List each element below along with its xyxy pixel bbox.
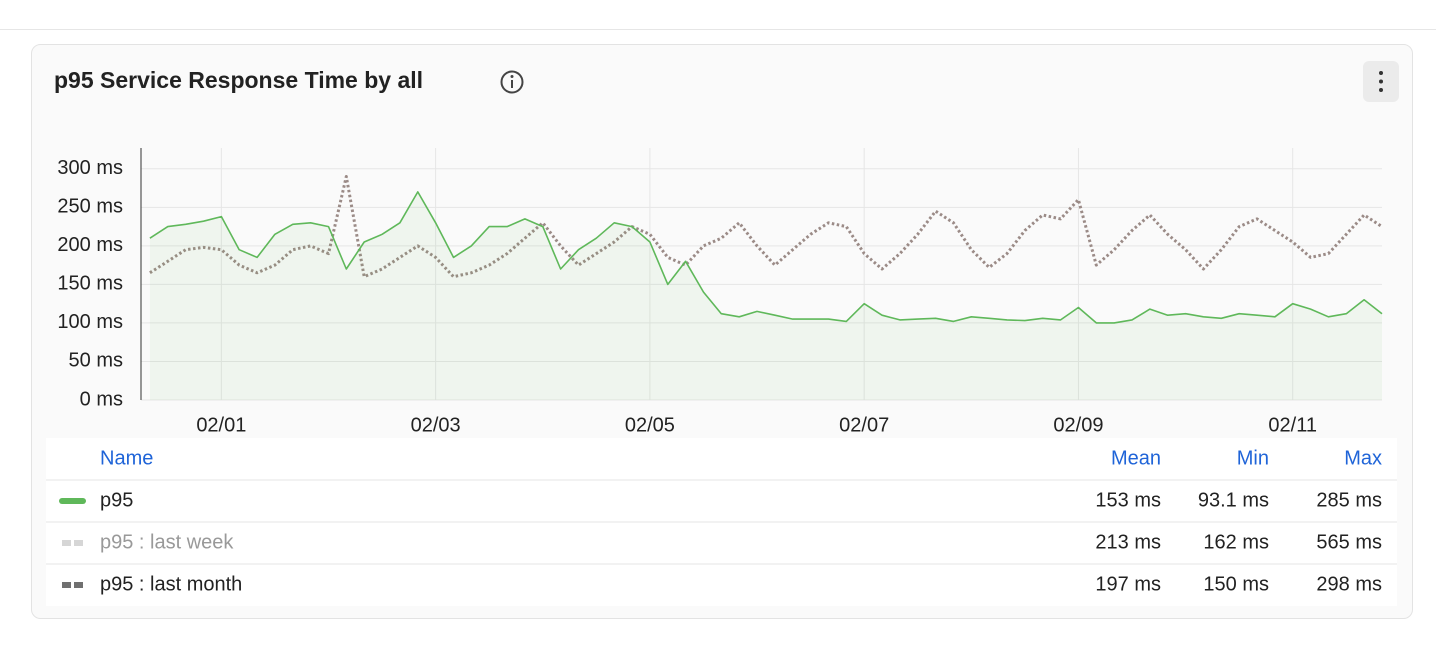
legend-stat: 565 ms bbox=[1316, 531, 1382, 553]
info-icon[interactable] bbox=[500, 70, 524, 94]
legend-name[interactable]: p95 bbox=[100, 489, 133, 511]
y-tick-label: 100 ms bbox=[57, 311, 123, 333]
y-tick-label: 0 ms bbox=[80, 388, 123, 410]
legend-stat: 197 ms bbox=[1095, 573, 1161, 595]
legend-name[interactable]: p95 : last week bbox=[100, 531, 234, 553]
menu-button[interactable] bbox=[1363, 61, 1399, 102]
legend-header[interactable]: Name bbox=[100, 447, 153, 469]
area bbox=[149, 191, 1382, 400]
panel-title: p95 Service Response Time by all bbox=[54, 67, 423, 93]
legend-stat: 298 ms bbox=[1316, 573, 1382, 595]
x-tick-label: 02/09 bbox=[1053, 414, 1103, 436]
x-tick-label: 02/05 bbox=[625, 414, 675, 436]
series-line bbox=[149, 175, 1383, 279]
series-line bbox=[149, 191, 1383, 324]
legend-stat: 93.1 ms bbox=[1198, 489, 1269, 511]
legend-header[interactable]: Min bbox=[1237, 447, 1269, 469]
legend-stat: 162 ms bbox=[1203, 531, 1269, 553]
legend-header[interactable]: Mean bbox=[1111, 447, 1161, 469]
legend-stat: 213 ms bbox=[1095, 531, 1161, 553]
x-tick-label: 02/03 bbox=[411, 414, 461, 436]
legend-name[interactable]: p95 : last month bbox=[100, 573, 242, 595]
legend-stat: 150 ms bbox=[1203, 573, 1269, 595]
plot-area: 0 ms 50 ms 100 ms 150 ms 200 ms 250 ms 300 ms 0… bbox=[57, 148, 1383, 436]
legend-header[interactable]: Max bbox=[1344, 447, 1382, 469]
legend-stat: 153 ms bbox=[1095, 489, 1161, 511]
x-tick-label: 02/01 bbox=[196, 414, 246, 436]
x-tick-label: 02/11 bbox=[1268, 414, 1317, 436]
y-tick-label: 150 ms bbox=[57, 273, 123, 295]
x-tick-label: 02/07 bbox=[839, 414, 889, 436]
y-tick-label: 50 ms bbox=[69, 350, 123, 372]
legend-stat: 285 ms bbox=[1316, 489, 1382, 511]
legend: Name Mean Min Max p95 153 ms 93.1 ms 285 ms p95 … bbox=[46, 447, 1397, 595]
y-tick-label: 200 ms bbox=[57, 234, 123, 256]
y-tick-label: 250 ms bbox=[57, 196, 123, 218]
y-tick-label: 300 ms bbox=[57, 157, 123, 179]
